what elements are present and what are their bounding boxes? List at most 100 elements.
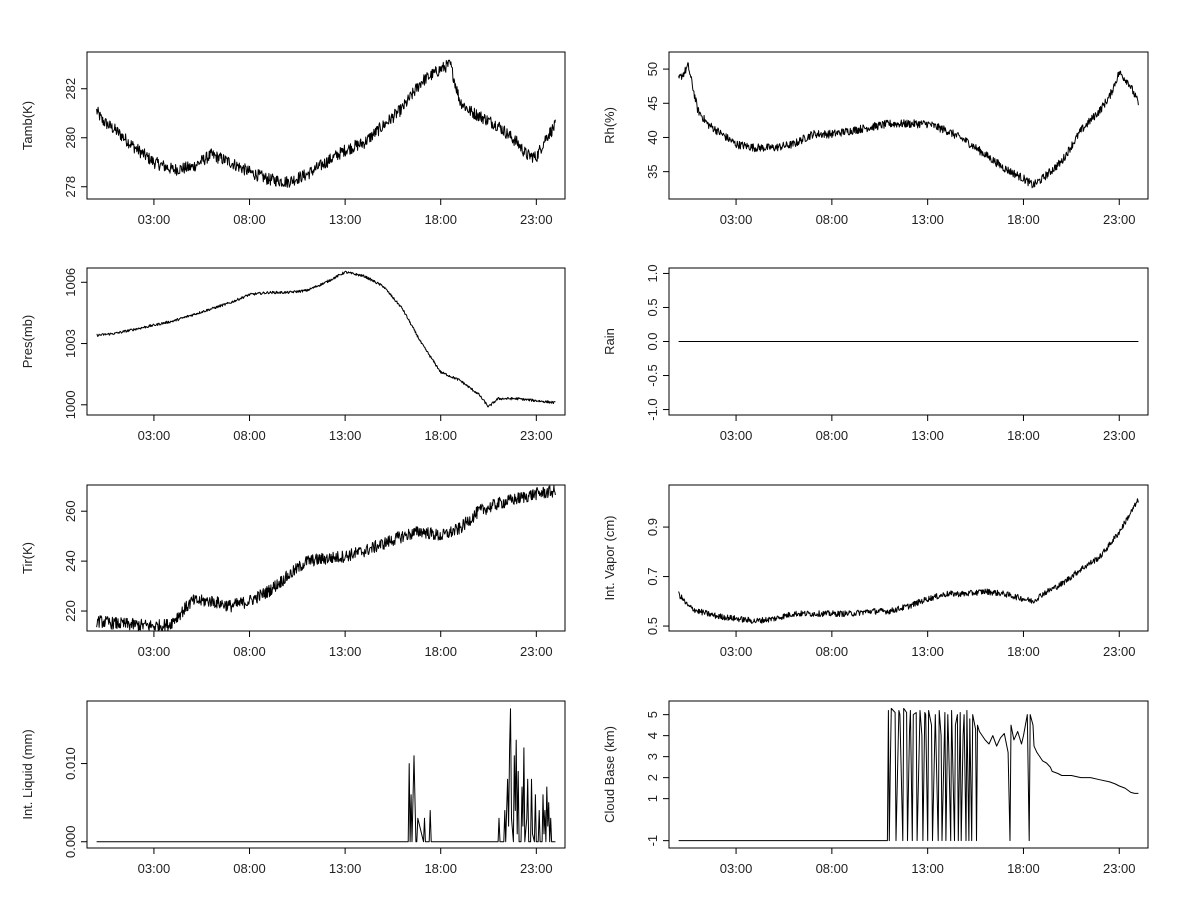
series-line [678,62,1139,189]
y-tick-label: 0.7 [645,568,660,586]
plot-frame [86,700,566,849]
plot-frame [668,700,1149,849]
y-tick-label: 0.9 [645,518,660,536]
x-tick-label: 03:00 [138,861,171,876]
y-axis-label: Tir(K) [20,542,35,574]
x-tick-label: 08:00 [233,428,266,443]
y-tick-label: 3 [645,753,660,760]
x-tick-label: 03:00 [138,644,171,659]
y-tick-label: 0.0 [645,332,660,350]
y-tick-label: 278 [63,176,78,198]
x-tick-label: 13:00 [911,644,944,659]
y-axis-label: Tamb(K) [20,101,35,150]
series-line [678,498,1139,624]
y-tick-label: 1003 [63,329,78,358]
x-tick-label: 13:00 [329,428,362,443]
y-axis-label: Cloud Base (km) [602,726,617,823]
x-tick-label: 13:00 [329,861,362,876]
x-tick-label: 23:00 [520,644,553,659]
y-tick-label: 4 [645,732,660,739]
y-tick-label: 280 [63,127,78,149]
y-tick-label: 35 [645,164,660,178]
panel-6: 03:00 08:00 13:00 18:00 23:00 0.5 0.7 0.9 Int. V… [602,484,1149,659]
y-tick-label: -1.0 [645,398,660,420]
x-tick-label: 08:00 [816,861,849,876]
panel-5: 03:00 08:00 13:00 18:00 23:00 220 240 260 Tir(K) [20,484,566,659]
plot-frame [86,51,566,200]
y-tick-label: 240 [63,550,78,572]
x-tick-label: 18:00 [424,428,457,443]
x-tick-label: 08:00 [816,644,849,659]
series-line [678,707,1139,842]
x-tick-label: 03:00 [720,428,753,443]
x-tick-label: 13:00 [329,644,362,659]
x-tick-label: 18:00 [424,644,457,659]
x-tick-label: 23:00 [520,428,553,443]
x-tick-label: 08:00 [816,212,849,227]
y-tick-label: -1 [645,835,660,847]
x-tick-label: 13:00 [911,861,944,876]
x-tick-label: 23:00 [1103,212,1136,227]
x-tick-label: 18:00 [1007,212,1040,227]
y-tick-label: 40 [645,130,660,144]
y-tick-label: 0.000 [63,825,78,858]
y-tick-label: 5 [645,711,660,718]
y-tick-label: 0.5 [645,298,660,316]
x-tick-label: 18:00 [424,212,457,227]
x-tick-label: 03:00 [138,428,171,443]
x-tick-label: 18:00 [1007,861,1040,876]
series-line [96,708,556,843]
plot-frame [86,267,566,416]
y-axis-label: Rh(%) [602,107,617,144]
x-tick-label: 03:00 [720,212,753,227]
plot-frame [86,484,566,632]
y-tick-label: 220 [63,600,78,622]
x-tick-label: 03:00 [720,644,753,659]
panel-4: 03:00 08:00 13:00 18:00 23:00 -1.0 -0.5 0.0 0.5 1… [602,264,1149,443]
y-tick-label: 260 [63,500,78,522]
x-tick-label: 23:00 [520,212,553,227]
x-tick-label: 23:00 [1103,428,1136,443]
panel-2: 03:00 08:00 13:00 18:00 23:00 35 40 45 50 Rh(%) [602,51,1149,227]
x-tick-label: 13:00 [329,212,362,227]
series-line [96,270,556,408]
plot-frame [668,484,1149,632]
y-axis-label: Int. Liquid (mm) [20,729,35,819]
panel-7: 03:00 08:00 13:00 18:00 23:00 0.000 0.010 Int. … [20,700,566,876]
y-tick-label: 50 [645,62,660,76]
y-tick-label: 1006 [63,268,78,297]
x-tick-label: 23:00 [1103,861,1136,876]
panel-3: 03:00 08:00 13:00 18:00 23:00 1000 1003 1006 Pre… [20,267,566,443]
y-tick-label: 1000 [63,390,78,419]
y-tick-label: 282 [63,78,78,100]
x-tick-label: 08:00 [233,212,266,227]
y-tick-label: 45 [645,96,660,110]
y-tick-label: 2 [645,774,660,781]
panel-8: 03:00 08:00 13:00 18:00 23:00 -1 1 2 3 4 5 Cloud Ba… [602,700,1149,876]
y-tick-label: 0.010 [63,747,78,780]
plot-frame [668,51,1149,200]
x-tick-label: 23:00 [1103,644,1136,659]
x-tick-label: 18:00 [1007,428,1040,443]
x-tick-label: 13:00 [911,212,944,227]
x-tick-label: 08:00 [233,644,266,659]
x-tick-label: 03:00 [138,212,171,227]
series-line [96,485,556,632]
y-tick-label: -0.5 [645,364,660,386]
x-tick-label: 18:00 [1007,644,1040,659]
y-axis-label: Rain [602,328,617,355]
y-tick-label: 1 [645,795,660,802]
y-axis-label: Int. Vapor (cm) [602,515,617,600]
series-line [96,59,556,188]
x-tick-label: 08:00 [233,861,266,876]
x-tick-label: 23:00 [520,861,553,876]
y-tick-label: 1.0 [645,264,660,282]
x-tick-label: 13:00 [911,428,944,443]
panel-1: 03:00 08:00 13:00 18:00 23:00 278 280 282 Tamb(K… [20,51,566,227]
y-axis-label: Pres(mb) [20,315,35,368]
x-tick-label: 03:00 [720,861,753,876]
x-tick-label: 08:00 [816,428,849,443]
x-tick-label: 18:00 [424,861,457,876]
y-tick-label: 0.5 [645,617,660,635]
